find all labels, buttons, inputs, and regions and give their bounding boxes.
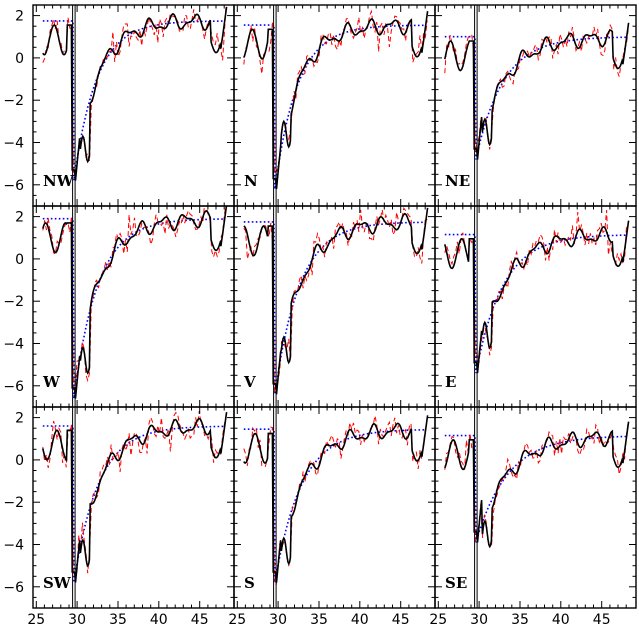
panel-label: V	[243, 373, 256, 391]
model-curve	[243, 221, 426, 395]
data-curve	[42, 5, 227, 175]
y-tick-labels: 2 0 −2 −4 −6 2 0 −2 −4 −6 2 0 −2 −4 −6	[3, 9, 24, 596]
panel-sw: SW	[32, 406, 235, 609]
smooth-curve	[42, 206, 228, 399]
x-tick-label: 30	[269, 612, 287, 628]
x-tick-label: 25	[429, 612, 447, 628]
panel-grid: NW N NE W V E SW S SE	[32, 4, 637, 609]
y-tick-label: 2	[15, 9, 24, 25]
data-curve	[444, 210, 629, 364]
panel-label: SW	[43, 574, 72, 592]
panel-ne: NE	[434, 4, 637, 207]
y-tick-label: −4	[3, 136, 24, 152]
smooth-curve	[42, 6, 228, 181]
data-curve	[444, 421, 629, 548]
panel-frame	[434, 406, 637, 609]
smooth-curve	[243, 415, 429, 583]
smooth-curve	[42, 411, 228, 583]
data-curve	[243, 9, 428, 175]
panel-s: S	[233, 406, 436, 609]
y-tick-label: 0	[15, 51, 24, 67]
smooth-curve	[444, 22, 630, 160]
x-tick-label: 35	[109, 612, 127, 628]
y-tick-label: −4	[3, 538, 24, 554]
panel-nw: NW	[32, 4, 235, 207]
panel-label: W	[42, 373, 61, 391]
y-tick-label: 2	[15, 411, 24, 427]
y-tick-label: 0	[15, 453, 24, 469]
panel-frame	[434, 205, 637, 408]
x-tick-label: 45	[392, 612, 410, 628]
x-tick-label: 45	[191, 612, 209, 628]
x-tick-label: 40	[351, 612, 369, 628]
data-curve	[42, 410, 227, 580]
x-tick-label: 45	[593, 612, 611, 628]
y-tick-label: −6	[3, 580, 24, 596]
y-tick-label: −6	[3, 379, 24, 395]
smooth-curve	[243, 207, 429, 395]
y-tick-label: −6	[3, 178, 24, 194]
data-curve	[42, 206, 227, 390]
data-curve	[444, 23, 629, 152]
smooth-curve	[444, 421, 630, 549]
panel-e: E	[434, 205, 637, 408]
y-tick-label: −2	[3, 495, 24, 511]
model-curve	[42, 217, 225, 399]
x-tick-label: 25	[228, 612, 246, 628]
panel-w: W	[32, 205, 235, 408]
model-curve	[243, 428, 426, 583]
model-curve	[444, 35, 627, 160]
x-tick-label: 35	[310, 612, 328, 628]
y-tick-label: −2	[3, 294, 24, 310]
panel-label: SE	[445, 574, 467, 592]
model-curve	[42, 20, 225, 181]
model-curve	[243, 24, 426, 190]
model-curve	[444, 233, 627, 374]
x-tick-label: 30	[68, 612, 86, 628]
x-tick-label: 35	[511, 612, 529, 628]
x-tick-label: 40	[150, 612, 168, 628]
panel-v: V	[233, 205, 436, 408]
panel-n: N	[233, 4, 436, 207]
panel-label: NW	[43, 172, 75, 190]
panel-se: SE	[434, 406, 637, 609]
panel-label: E	[445, 373, 456, 391]
panel-label: S	[244, 574, 255, 592]
y-tick-label: −2	[3, 93, 24, 109]
x-tick-label: 25	[27, 612, 45, 628]
data-curve	[243, 415, 428, 586]
x-tick-label: 30	[470, 612, 488, 628]
y-tick-label: 2	[15, 210, 24, 226]
y-tick-label: −4	[3, 337, 24, 353]
model-curve	[42, 425, 225, 583]
panel-label: NE	[445, 172, 470, 190]
smooth-curve	[444, 220, 630, 374]
x-tick-label: 40	[552, 612, 570, 628]
x-tick-labels: 25 30 35 40 45 25 30 35 40 45 25 30 35 40 45	[27, 612, 610, 628]
smooth-curve	[243, 10, 429, 190]
y-tick-label: 0	[15, 252, 24, 268]
panel-label: N	[244, 172, 258, 190]
